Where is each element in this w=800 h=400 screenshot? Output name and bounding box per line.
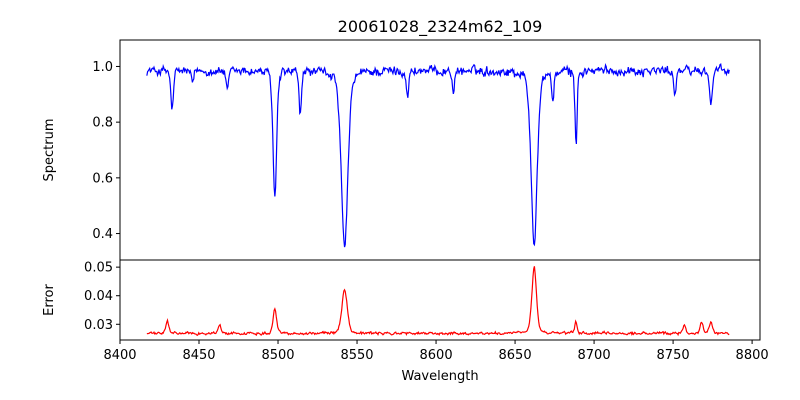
error-x-tick-label: 8500	[261, 348, 294, 363]
error-series-line	[146, 266, 730, 337]
error-axes-frame	[119, 259, 761, 341]
error-y-tick-label: 0.04	[84, 289, 113, 304]
spectrum-y-axis-label: Spectrum	[42, 119, 57, 182]
error-panel: 0.03 0.04 0.05 8400 8450 8500 8550 8600 8650 8700…	[42, 259, 769, 384]
error-x-tick-label: 8650	[499, 348, 532, 363]
error-x-tick-label: 8600	[420, 348, 453, 363]
error-y-tick-label: 0.05	[84, 261, 113, 276]
chart-title: 20061028_2324m62_109	[338, 17, 543, 37]
spectrum-y-tick-label: 0.8	[92, 116, 113, 131]
error-x-tick-label: 8700	[578, 348, 611, 363]
error-x-tick-label: 8550	[340, 348, 373, 363]
error-x-tick-label: 8400	[103, 348, 136, 363]
error-y-axis-label: Error	[42, 284, 57, 316]
error-y-tick-label: 0.03	[84, 318, 113, 333]
spectrum-y-tick-label: 1.0	[92, 60, 113, 75]
error-x-axis-label: Wavelength	[401, 369, 478, 384]
spectrum-series-line	[146, 62, 730, 248]
spectrum-y-tick-label: 0.4	[92, 227, 113, 242]
spectrum-y-tick-label: 0.6	[92, 171, 113, 186]
error-x-tick-label: 8450	[182, 348, 215, 363]
error-x-tick-label: 8750	[657, 348, 690, 363]
error-x-tick-label: 8800	[736, 348, 769, 363]
